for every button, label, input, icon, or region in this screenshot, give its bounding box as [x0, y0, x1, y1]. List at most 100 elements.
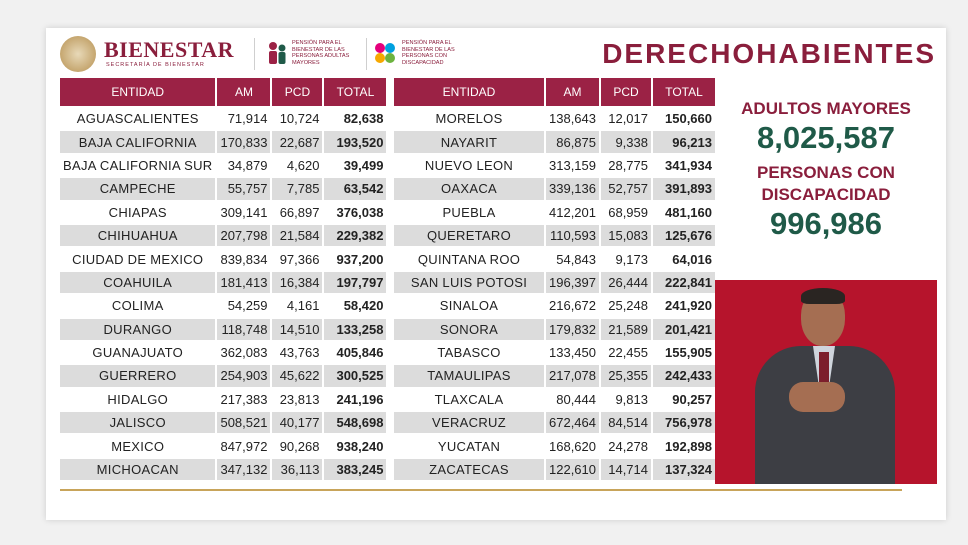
- table-row: COLIMA 54,259 4,161 58,420: [60, 295, 387, 317]
- column-header-pcd: PCD: [599, 78, 651, 106]
- state-name-cell: CIUDAD DE MEXICO: [60, 248, 216, 270]
- state-name-cell: QUINTANA ROO: [394, 248, 544, 270]
- total-cell: 222,841: [651, 271, 715, 294]
- disability-total-value: 996,986: [769, 206, 883, 241]
- state-name-cell: HIDALGO: [60, 388, 216, 411]
- state-name-cell: JALISCO: [60, 412, 216, 434]
- am-cell: 54,843: [544, 248, 599, 270]
- am-cell: 71,914: [215, 108, 271, 130]
- table-row: TAMAULIPAS 217,078 25,355 242,433: [394, 365, 715, 387]
- total-cell: 341,934: [651, 154, 715, 177]
- total-cell: 229,382: [322, 224, 387, 247]
- total-cell: 155,905: [651, 341, 715, 364]
- state-name-cell: GUANAJUATO: [60, 341, 216, 364]
- am-cell: 217,383: [215, 388, 271, 411]
- pcd-cell: 52,757: [599, 178, 651, 200]
- column-header-pcd: PCD: [270, 78, 323, 106]
- table-row: TLAXCALA 80,444 9,813 90,257: [394, 388, 715, 411]
- total-cell: 938,240: [322, 435, 387, 457]
- pcd-cell: 4,620: [270, 154, 323, 177]
- state-name-cell: TLAXCALA: [394, 388, 544, 411]
- am-cell: 672,464: [544, 412, 599, 434]
- table-row: SONORA 179,832 21,589 201,421: [394, 318, 715, 340]
- header: BIENESTAR SECRETARÍA DE BIENESTAR PENSIÓ…: [46, 28, 946, 74]
- table-row: JALISCO 508,521 40,177 548,698: [60, 412, 387, 434]
- state-name-cell: AGUASCALIENTES: [60, 108, 216, 130]
- pcd-cell: 7,785: [270, 178, 323, 200]
- program-disability-label: PENSIÓN PARA EL BIENESTAR DE LAS PERSONA…: [402, 40, 455, 66]
- elderly-pension-icon: [269, 42, 286, 64]
- elderly-total-label: ADULTOS MAYORES: [741, 99, 911, 118]
- table-row: GUANAJUATO 362,083 43,763 405,846: [60, 341, 387, 364]
- total-cell: 756,978: [651, 412, 715, 434]
- state-name-cell: MEXICO: [60, 435, 216, 457]
- total-cell: 82,638: [322, 108, 387, 130]
- table-row: COAHUILA 181,413 16,384 197,797: [60, 271, 387, 294]
- am-cell: 362,083: [215, 341, 271, 364]
- pcd-cell: 24,278: [599, 435, 651, 457]
- table-row: SINALOA 216,672 25,248 241,920: [394, 295, 715, 317]
- total-cell: 548,698: [322, 412, 387, 434]
- am-cell: 170,833: [215, 131, 271, 153]
- state-name-cell: CHIHUAHUA: [60, 224, 216, 247]
- total-cell: 150,660: [651, 108, 715, 130]
- total-cell: 197,797: [322, 271, 387, 294]
- state-name-cell: MORELOS: [394, 108, 544, 130]
- table-row: MORELOS 138,643 12,017 150,660: [394, 108, 715, 130]
- am-cell: 110,593: [544, 224, 599, 247]
- sign-language-interpreter-video: [715, 280, 937, 484]
- am-cell: 313,159: [544, 154, 599, 177]
- header-divider: [366, 38, 367, 70]
- pcd-cell: 68,959: [599, 201, 651, 223]
- table-row: GUERRERO 254,903 45,622 300,525: [60, 365, 387, 387]
- states-table-right: ENTIDAD AM PCD TOTAL MORELOS 138,643 12,01…: [394, 76, 715, 482]
- slide: BIENESTAR SECRETARÍA DE BIENESTAR PENSIÓ…: [46, 28, 946, 520]
- table-row: NUEVO LEON 313,159 28,775 341,934: [394, 154, 715, 177]
- state-name-cell: NUEVO LEON: [394, 154, 544, 177]
- brand-logo: BIENESTAR: [104, 37, 235, 62]
- pcd-cell: 14,714: [599, 458, 651, 481]
- am-cell: 80,444: [544, 388, 599, 411]
- pcd-cell: 40,177: [270, 412, 323, 434]
- am-cell: 86,875: [544, 131, 599, 153]
- state-name-cell: SINALOA: [394, 295, 544, 317]
- state-name-cell: BAJA CALIFORNIA: [60, 131, 216, 153]
- total-cell: 383,245: [322, 458, 387, 481]
- header-divider: [254, 38, 255, 70]
- table-row: SAN LUIS POTOSI 196,397 26,444 222,841: [394, 271, 715, 294]
- pcd-cell: 21,584: [270, 224, 323, 247]
- am-cell: 138,643: [544, 108, 599, 130]
- table-row: PUEBLA 412,201 68,959 481,160: [394, 201, 715, 223]
- table-row: MICHOACAN 347,132 36,113 383,245: [60, 458, 387, 481]
- state-name-cell: NAYARIT: [394, 131, 544, 153]
- total-cell: 937,200: [322, 248, 387, 270]
- totals-summary: ADULTOS MAYORES 8,025,587 PERSONAS CON D…: [714, 98, 938, 248]
- am-cell: 181,413: [215, 271, 271, 294]
- state-name-cell: OAXACA: [394, 178, 544, 200]
- pcd-cell: 22,455: [599, 341, 651, 364]
- column-header-am: AM: [215, 78, 271, 106]
- total-cell: 376,038: [322, 201, 387, 223]
- total-cell: 96,213: [651, 131, 715, 153]
- state-name-cell: YUCATAN: [394, 435, 544, 457]
- state-name-cell: PUEBLA: [394, 201, 544, 223]
- column-header-total: TOTAL: [322, 78, 387, 106]
- total-cell: 241,196: [322, 388, 387, 411]
- pcd-cell: 12,017: [599, 108, 651, 130]
- state-name-cell: CHIAPAS: [60, 201, 216, 223]
- table-row: TABASCO 133,450 22,455 155,905: [394, 341, 715, 364]
- am-cell: 412,201: [544, 201, 599, 223]
- pcd-cell: 28,775: [599, 154, 651, 177]
- pcd-cell: 22,687: [270, 131, 323, 153]
- pcd-cell: 9,813: [599, 388, 651, 411]
- am-cell: 122,610: [544, 458, 599, 481]
- am-cell: 133,450: [544, 341, 599, 364]
- pcd-cell: 66,897: [270, 201, 323, 223]
- pcd-cell: 15,083: [599, 224, 651, 247]
- total-cell: 64,016: [651, 248, 715, 270]
- am-cell: 347,132: [215, 458, 271, 481]
- footer-divider: [60, 489, 902, 491]
- pcd-cell: 45,622: [270, 365, 323, 387]
- total-cell: 241,920: [651, 295, 715, 317]
- column-header-am: AM: [544, 78, 599, 106]
